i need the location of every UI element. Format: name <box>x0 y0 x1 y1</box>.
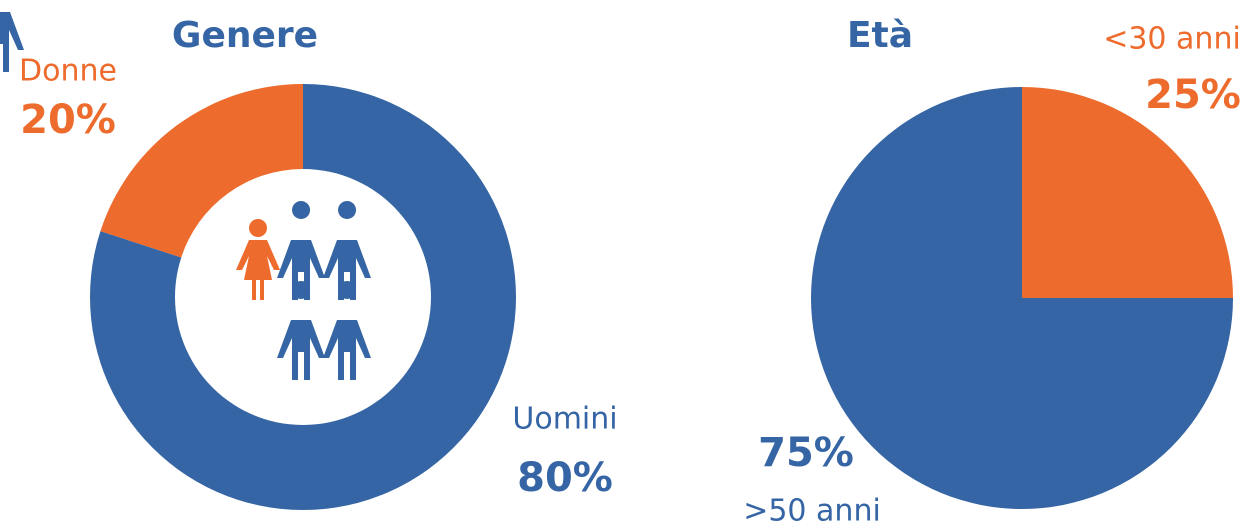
value-label: 80% <box>517 455 613 501</box>
chart-title: Età <box>847 15 913 56</box>
value-label: 20% <box>20 97 116 143</box>
value-label: 25% <box>1145 72 1241 118</box>
category-label: >50 anni <box>743 494 881 527</box>
category-label: Donne <box>19 54 117 89</box>
category-label: <30 anni <box>1103 22 1241 57</box>
slice <box>100 84 304 258</box>
chart-title: Genere <box>172 15 318 56</box>
man-icon <box>0 12 371 380</box>
slice <box>90 84 516 510</box>
category-label: Uomini <box>512 402 617 437</box>
charts: Genere Uomini 80% Donne 20% Età <30 anni 25% >50… <box>19 15 1241 527</box>
people-icons <box>0 12 371 380</box>
slice <box>1022 87 1233 298</box>
woman-icon <box>236 219 280 300</box>
slice <box>811 87 1233 509</box>
value-label: 75% <box>758 430 854 476</box>
